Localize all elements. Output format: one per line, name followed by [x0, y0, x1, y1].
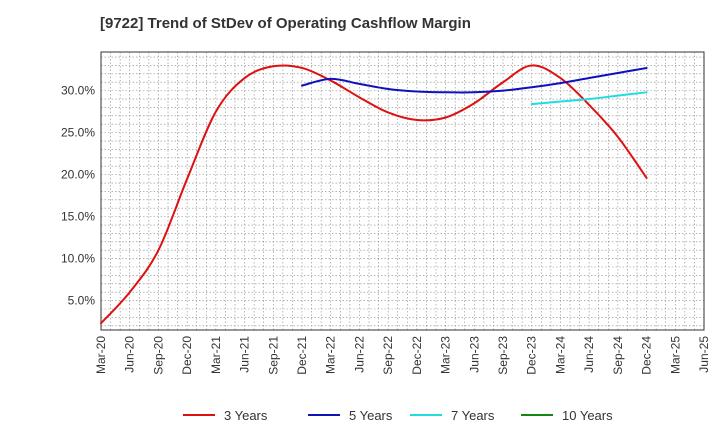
x-tick-label: Sep-21 [266, 336, 280, 375]
y-tick-label: 15.0% [61, 210, 95, 224]
x-tick-label: Jun-23 [467, 336, 481, 373]
x-tick-label: Jun-21 [238, 336, 252, 373]
grid-lines [100, 52, 705, 330]
legend-label-10-years: 10 Years [562, 408, 613, 423]
x-tick-label: Dec-24 [640, 336, 654, 375]
y-tick-label: 5.0% [68, 294, 96, 308]
y-tick-label: 20.0% [61, 168, 95, 182]
legend-label-3-years: 3 Years [224, 408, 268, 423]
x-tick-label: Sep-22 [381, 336, 395, 375]
x-tick-label: Jun-25 [697, 336, 711, 373]
x-tick-label: Jun-24 [582, 336, 596, 373]
chart-title: [9722] Trend of StDev of Operating Cashf… [100, 15, 471, 32]
x-tick-label: Jun-20 [123, 336, 137, 373]
legend-label-5-years: 5 Years [349, 408, 393, 423]
x-tick-label: Dec-23 [525, 336, 539, 375]
x-tick-label: Mar-21 [209, 336, 223, 374]
plot-border [100, 51, 705, 331]
x-tick-label: Mar-24 [553, 336, 567, 374]
series-line-7-years [530, 91, 648, 106]
plot-area [101, 52, 704, 330]
x-tick-label: Mar-23 [439, 336, 453, 374]
x-tick-label: Mar-25 [668, 336, 682, 374]
series-line-5-years [301, 66, 648, 94]
y-tick-label: 30.0% [61, 84, 95, 98]
x-tick-label: Sep-24 [611, 336, 625, 375]
x-tick-label: Mar-22 [324, 336, 338, 374]
x-tick-label: Dec-22 [410, 336, 424, 375]
x-tick-label: Sep-20 [151, 336, 165, 375]
y-tick-label: 10.0% [61, 252, 95, 266]
x-tick-label: Mar-20 [94, 336, 108, 374]
series-line-3-years [100, 64, 648, 325]
y-tick-label: 25.0% [61, 126, 95, 140]
x-tick-label: Sep-23 [496, 336, 510, 375]
x-tick-label: Jun-22 [352, 336, 366, 373]
legend: 3 Years 5 Years 7 Years 10 Years [183, 408, 613, 423]
x-tick-label: Dec-20 [180, 336, 194, 375]
x-tick-label: Dec-21 [295, 336, 309, 375]
legend-label-7-years: 7 Years [451, 408, 495, 423]
